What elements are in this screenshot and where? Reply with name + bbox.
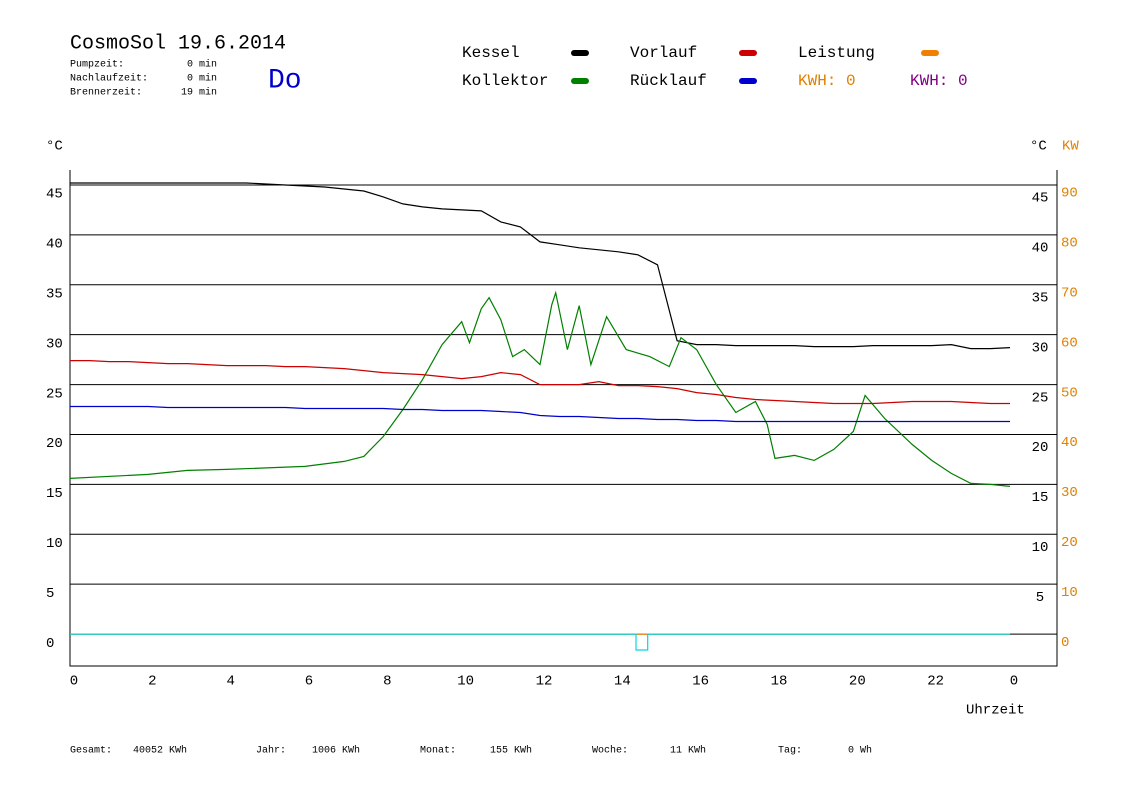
total-label: Gesamt: (70, 746, 112, 757)
y2-tick-label: 80 (1061, 236, 1078, 252)
y-tick-label-right: 35 (1032, 290, 1049, 306)
y-tick-label: 25 (46, 386, 63, 402)
x-tick-label: 12 (536, 674, 553, 690)
x-tick-label: 6 (305, 674, 313, 690)
y-tick-label-right: 10 (1032, 540, 1049, 556)
y-tick-label-right: 5 (1036, 590, 1044, 606)
total-label: Tag: (778, 746, 802, 757)
y-tick-label: 45 (46, 187, 63, 203)
stat-value: 0 min (187, 59, 217, 71)
y2-tick-label: 90 (1061, 186, 1078, 202)
x-tick-label: 0 (1010, 674, 1018, 690)
y-tick-label-right: 15 (1032, 490, 1049, 506)
y-tick-label-right: 40 (1032, 241, 1049, 257)
x-tick-label: 8 (383, 674, 391, 690)
y2-tick-label: 50 (1061, 385, 1078, 401)
y2-tick-label: 30 (1061, 485, 1078, 501)
total-value: 0 Wh (848, 745, 872, 757)
series-line (70, 405, 1010, 423)
y-tick-label: 35 (46, 286, 63, 302)
total-label: Jahr: (256, 745, 286, 757)
y-tick-label: 20 (46, 436, 63, 452)
stat-label: Nachlaufzeit: (70, 73, 148, 85)
y2-tick-label: 70 (1061, 285, 1078, 301)
y-tick-label-right: 20 (1032, 440, 1049, 456)
y2-tick-label: 20 (1061, 535, 1078, 551)
y-tick-label: 40 (46, 237, 63, 253)
stat-label: Brennerzeit: (70, 87, 142, 99)
x-tick-label: 2 (148, 674, 156, 690)
stat-label: Pumpzeit: (70, 59, 124, 71)
y-tick-label-right: 30 (1032, 340, 1049, 356)
total-value: 155 KWh (490, 745, 532, 757)
stat-value: 19 min (181, 87, 217, 99)
y-tick-label-right: 45 (1032, 191, 1049, 207)
series-line (70, 633, 1010, 651)
legend-label: Rücklauf (630, 72, 707, 90)
total-value: 1006 KWh (312, 745, 360, 757)
legend-label: Kessel (462, 44, 520, 62)
title: CosmoSol 19.6.2014 (70, 32, 286, 55)
x-label: Uhrzeit (966, 703, 1025, 719)
series-line (70, 182, 1011, 350)
y2-tick-label: 10 (1061, 585, 1078, 601)
x-tick-label: 22 (927, 674, 944, 690)
total-value: 11 KWh (670, 745, 706, 757)
y-tick-label: 30 (46, 336, 63, 352)
day: Do (268, 65, 302, 96)
kwh-label: KWH: 0 (798, 72, 856, 90)
x-tick-label: 16 (692, 674, 709, 690)
total-label: Woche: (592, 745, 628, 757)
y-tick-label: 5 (46, 586, 54, 602)
y2-label: °C (1030, 139, 1047, 155)
stat-value: 0 min (187, 73, 217, 85)
series-line (69, 290, 1011, 487)
axes (69, 170, 1058, 667)
y2-tick-label: 0 (1061, 635, 1069, 651)
y-tick-label: 15 (46, 486, 63, 502)
y2-label: KW (1062, 139, 1079, 155)
y2-tick-label: 60 (1061, 335, 1078, 351)
y2-tick-label: 40 (1061, 435, 1078, 451)
y-label: °C (46, 139, 63, 155)
x-tick-label: 20 (849, 674, 866, 690)
y-tick-label-right: 25 (1032, 390, 1049, 406)
x-tick-label: 0 (70, 674, 78, 690)
x-tick-label: 4 (226, 674, 234, 690)
legend-label: Kollektor (462, 72, 548, 90)
y-tick-label: 10 (46, 536, 63, 552)
x-tick-label: 14 (614, 674, 631, 690)
x-tick-label: 10 (457, 674, 474, 690)
series-line (70, 360, 1010, 405)
kwh-label: KWH: 0 (910, 72, 968, 90)
total-value: 40052 KWh (133, 745, 187, 757)
legend-label: Vorlauf (630, 44, 697, 62)
total-label: Monat: (420, 746, 456, 757)
legend-label: Leistung (798, 44, 875, 62)
x-tick-label: 18 (771, 674, 788, 690)
y-tick-label: 0 (46, 636, 54, 652)
